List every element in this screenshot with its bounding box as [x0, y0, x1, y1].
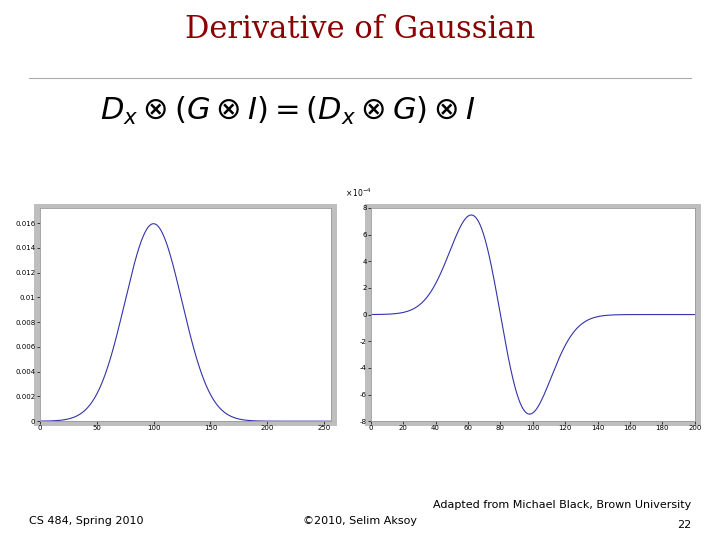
Text: 22: 22	[677, 520, 691, 530]
Text: $\times\,10^{-4}$: $\times\,10^{-4}$	[345, 187, 372, 199]
Text: Adapted from Michael Black, Brown University: Adapted from Michael Black, Brown Univer…	[433, 500, 691, 510]
Text: CS 484, Spring 2010: CS 484, Spring 2010	[29, 516, 143, 526]
Text: $D_x \otimes (G \otimes I) = (D_x \otimes G) \otimes I$: $D_x \otimes (G \otimes I) = (D_x \otime…	[100, 94, 476, 126]
Text: ©2010, Selim Aksoy: ©2010, Selim Aksoy	[303, 516, 417, 526]
Text: Derivative of Gaussian: Derivative of Gaussian	[185, 14, 535, 44]
